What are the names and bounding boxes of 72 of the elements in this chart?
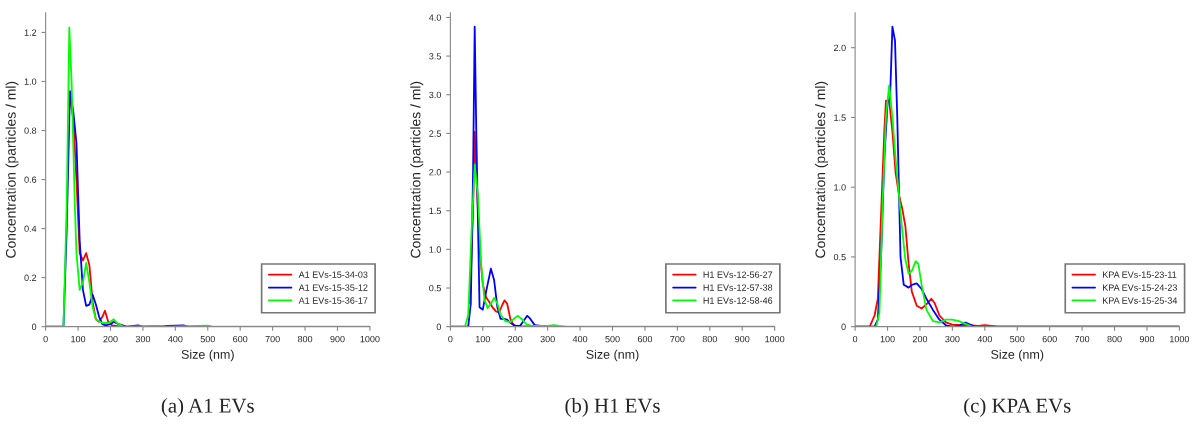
x-tick-label: 300 [945, 335, 960, 343]
x-tick-label: 700 [670, 335, 685, 343]
y-tick-label: 0.5 [833, 253, 846, 261]
x-tick-label: 1000 [765, 335, 785, 343]
x-tick-label: 0 [852, 335, 858, 343]
x-tick-label: 800 [297, 335, 313, 343]
x-tick-label: 100 [71, 335, 86, 343]
y-tick-label: 0.2 [24, 274, 37, 281]
y-tick-label: 1.0 [429, 246, 441, 253]
y-tick-label: 1.5 [834, 114, 846, 121]
x-tick-label: 400 [168, 335, 183, 343]
x-tick-label: 900 [735, 335, 750, 343]
y-tick-label: 0 [436, 323, 441, 331]
x-tick-label: 400 [572, 335, 588, 343]
x-tick-label: 500 [1010, 335, 1025, 343]
x-axis-title: Size (nm) [181, 349, 234, 362]
y-tick-label: 4.0 [429, 14, 441, 21]
x-tick-label: 900 [1139, 335, 1155, 343]
x-tick-label: 0 [448, 335, 453, 343]
x-tick-label: 500 [605, 335, 620, 343]
y-tick-label: 1.2 [24, 29, 37, 36]
y-tick-label: 1.5 [429, 207, 441, 215]
x-axis-title: Size (nm) [586, 349, 639, 362]
x-tick-label: 1000 [360, 335, 380, 343]
x-tick-label: 400 [977, 335, 992, 343]
legend-label: H1 EVs-12-56-27 [703, 271, 773, 278]
y-tick-label: 0.4 [24, 225, 37, 232]
x-tick-label: 300 [135, 335, 151, 343]
legend-label: KPA EVs-15-23-11 [1103, 271, 1177, 278]
text: (a) A1 EVs [161, 398, 254, 417]
x-tick-label: 100 [475, 335, 490, 343]
x-tick-label: 600 [637, 335, 653, 343]
y-tick-label: 2.0 [833, 44, 846, 52]
y-tick-label: 3.5 [429, 53, 441, 60]
x-tick-label: 200 [103, 335, 118, 343]
y-tick-label: 0.8 [24, 127, 37, 134]
y-axis-title: Concentration (particles / ml) [815, 81, 828, 258]
x-tick-label: 0 [43, 335, 48, 343]
y-tick-label: 0 [31, 323, 37, 331]
x-tick-label: 200 [912, 335, 928, 343]
y-axis-title: Concentration (particles / ml) [5, 81, 19, 258]
y-axis-title: Concentration (particles / ml) [410, 81, 424, 258]
y-tick-label: 1.0 [834, 184, 846, 191]
legend-label: KPA EVs-15-25-34 [1103, 297, 1178, 304]
y-tick-label: 0.5 [429, 284, 441, 292]
y-tick-label: 2.5 [429, 130, 441, 137]
x-tick-label: 1000 [1170, 335, 1190, 343]
x-tick-label: 700 [1075, 335, 1090, 343]
x-tick-label: 600 [233, 335, 248, 343]
x-tick-label: 300 [540, 335, 555, 343]
legend-label: H1 EVs-12-57-38 [703, 284, 773, 291]
y-tick-label: 2.0 [429, 169, 441, 176]
text: (b) H1 EVs [565, 398, 660, 417]
y-tick-label: 1.0 [24, 78, 37, 85]
y-tick-label: 3.0 [429, 91, 441, 99]
legend-label: A1 EVs-15-36-17 [298, 297, 368, 304]
y-tick-label: 0.6 [24, 176, 37, 183]
legend-label: A1 EVs-15-35-12 [298, 284, 368, 291]
legend-label: H1 EVs-12-58-46 [703, 297, 773, 304]
x-tick-label: 900 [330, 335, 345, 343]
x-tick-label: 200 [508, 335, 523, 343]
x-tick-label: 800 [702, 335, 717, 343]
x-axis-title: Size (nm) [991, 349, 1044, 362]
x-tick-label: 100 [880, 335, 895, 343]
x-tick-label: 500 [200, 335, 215, 343]
legend-label: KPA EVs-15-24-23 [1103, 284, 1177, 291]
legend-label: A1 EVs-15-34-03 [298, 271, 368, 278]
x-tick-label: 700 [265, 335, 280, 343]
x-tick-label: 800 [1107, 335, 1122, 343]
x-tick-label: 600 [1042, 335, 1057, 343]
y-tick-label: 0 [841, 323, 846, 331]
text: (c) KPA EVs [964, 398, 1071, 417]
